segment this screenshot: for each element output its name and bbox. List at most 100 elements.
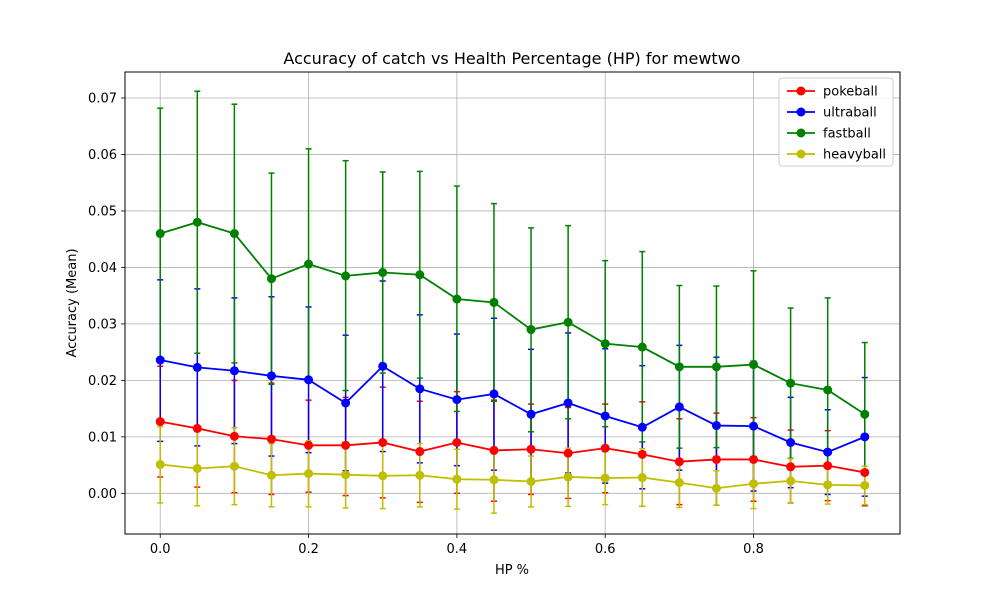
- heavyball-data-point: [229, 461, 239, 471]
- heavyball-data-point: [674, 478, 684, 488]
- pokeball-data-point: [304, 440, 314, 450]
- pokeball-data-point: [674, 457, 684, 467]
- y-tick-label: 0.05: [88, 204, 117, 219]
- y-tick-label: 0.03: [88, 317, 117, 332]
- ultraball-data-point: [563, 398, 573, 408]
- fastball-data-point: [674, 362, 684, 372]
- ultraball-data-point: [526, 409, 536, 419]
- y-axis-label: Accuracy (Mean): [65, 248, 80, 357]
- fastball-data-point: [749, 360, 759, 370]
- pokeball-data-point: [711, 454, 721, 464]
- x-tick-label: 0.4: [447, 542, 468, 557]
- fastball-data-point: [860, 409, 870, 419]
- heavyball-data-point: [711, 483, 721, 493]
- heavyball-data-point: [452, 474, 462, 484]
- fastball-data-point: [563, 317, 573, 327]
- heavyball-data-point: [341, 470, 351, 480]
- legend-label-pokeball: pokeball: [823, 85, 878, 100]
- legend-label-heavyball: heavyball: [823, 148, 886, 163]
- pokeball-data-point: [489, 445, 499, 455]
- legend: pokeball ultraball fastball heavyball: [778, 77, 894, 167]
- heavyball-data-point: [563, 472, 573, 482]
- ultraball-data-point: [749, 421, 759, 431]
- pokeball-data-point: [415, 447, 425, 457]
- ultraball-data-point: [341, 398, 351, 408]
- ultraball-data-point: [786, 438, 796, 448]
- x-axis-label: HP %: [495, 563, 529, 578]
- fastball-data-point: [229, 229, 239, 239]
- fastball-data-point: [192, 217, 202, 227]
- ultraball-data-point: [860, 432, 870, 442]
- fastball-data-point: [489, 297, 499, 307]
- legend-label-fastball: fastball: [823, 127, 871, 142]
- y-tick-label: 0.07: [88, 91, 117, 106]
- pokeball-data-point: [229, 431, 239, 441]
- pokeball-data-point: [563, 448, 573, 458]
- fastball-data-point: [452, 294, 462, 304]
- heavyball-data-point: [378, 471, 388, 481]
- ultraball-data-point: [192, 362, 202, 372]
- heavyball-data-point: [415, 470, 425, 480]
- fastball-data-point: [711, 362, 721, 372]
- ultraball-data-point: [600, 411, 610, 421]
- heavyball-series-line: [160, 463, 865, 490]
- plot-area-frame: [124, 71, 901, 535]
- heavyball-data-point: [526, 476, 536, 486]
- fastball-data-point: [304, 259, 314, 269]
- fastball-data-point: [378, 268, 388, 278]
- legend-marker-pokeball: [796, 86, 806, 96]
- ultraball-data-point: [229, 366, 239, 376]
- ultraball-data-point: [452, 395, 462, 405]
- heavyball-data-point: [600, 473, 610, 483]
- x-tick-label: 0.0: [150, 542, 171, 557]
- series-lines: [159, 221, 866, 490]
- heavyball-data-point: [266, 470, 276, 480]
- pokeball-data-point: [786, 462, 796, 472]
- pokeball-data-point: [749, 454, 759, 464]
- legend-label-ultraball: ultraball: [823, 106, 877, 121]
- pokeball-data-point: [155, 417, 165, 427]
- legend-marker-fastball: [796, 128, 806, 138]
- data-points: [155, 217, 870, 493]
- ultraball-data-point: [674, 402, 684, 412]
- heavyball-data-point: [823, 480, 833, 490]
- fastball-data-point: [637, 342, 647, 352]
- fastball-data-point: [823, 385, 833, 395]
- y-axis-ticks: 0.00 0.01 0.02 0.03 0.04 0.05 0.06 0.07: [88, 91, 125, 502]
- pokeball-data-point: [452, 438, 462, 448]
- ultraball-data-point: [266, 371, 276, 381]
- x-tick-label: 0.2: [298, 542, 319, 557]
- heavyball-data-point: [749, 479, 759, 489]
- ultraball-data-point: [823, 447, 833, 457]
- heavyball-data-point: [192, 463, 202, 473]
- heavyball-data-point: [860, 480, 870, 490]
- fastball-data-point: [155, 229, 165, 239]
- legend-box: [778, 77, 894, 167]
- pokeball-data-point: [860, 467, 870, 477]
- pokeball-data-point: [823, 461, 833, 471]
- fastball-data-point: [600, 339, 610, 349]
- fastball-data-point: [266, 274, 276, 284]
- ultraball-data-point: [378, 361, 388, 371]
- ultraball-data-point: [415, 384, 425, 394]
- heavyball-data-point: [489, 475, 499, 485]
- x-tick-label: 0.6: [595, 542, 616, 557]
- pokeball-data-point: [266, 434, 276, 444]
- fastball-data-point: [415, 270, 425, 280]
- ultraball-series-line: [160, 359, 866, 454]
- fastball-data-point: [526, 325, 536, 335]
- y-tick-label: 0.01: [88, 430, 117, 445]
- ultraball-data-point: [489, 389, 499, 399]
- heavyball-data-point: [304, 469, 314, 479]
- heavyball-data-point: [155, 460, 165, 470]
- pokeball-data-point: [378, 438, 388, 448]
- fastball-series-line: [159, 221, 866, 416]
- ultraball-data-point: [637, 422, 647, 432]
- ultraball-data-point: [711, 421, 721, 431]
- pokeball-data-point: [637, 449, 647, 459]
- chart-title: Accuracy of catch vs Health Percentage (…: [283, 49, 740, 68]
- pokeball-data-point: [526, 444, 536, 454]
- ultraball-data-point: [155, 355, 165, 365]
